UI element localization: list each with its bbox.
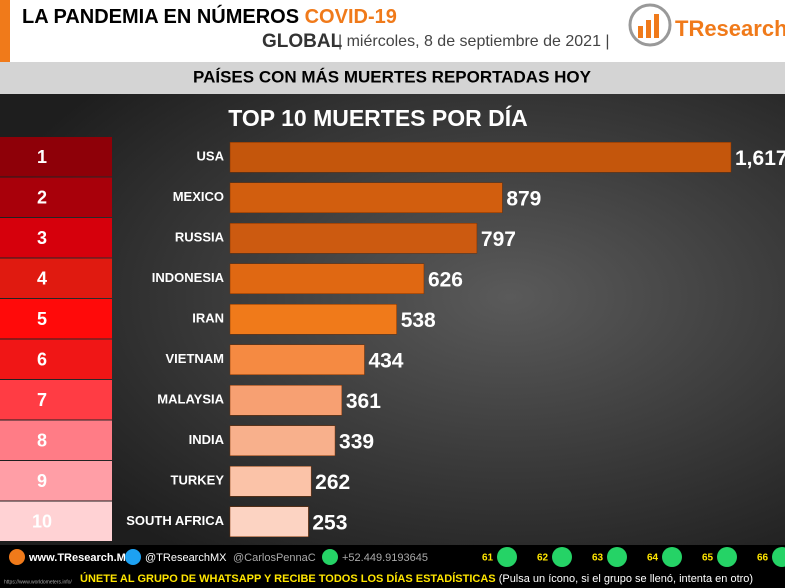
category-label: INDONESIA xyxy=(152,270,225,285)
value-label: 879 xyxy=(506,187,541,210)
groups: 61 62 63 64 65 66 xyxy=(482,547,785,567)
rank: 4 xyxy=(37,269,47,289)
twitter-link[interactable]: @TResearchMX xyxy=(145,552,227,564)
category-label: SOUTH AFRICA xyxy=(126,513,224,528)
rank: 10 xyxy=(32,512,52,532)
phone: +52.449.9193645 xyxy=(342,552,428,564)
value-label: 253 xyxy=(312,511,347,534)
rank: 1 xyxy=(37,147,47,167)
bar xyxy=(229,385,343,416)
rank: 7 xyxy=(37,390,47,410)
logo-icon xyxy=(628,3,672,47)
rank-cell xyxy=(0,420,112,460)
category-label: USA xyxy=(197,149,225,164)
group-number: 65 xyxy=(702,553,714,564)
rank-cell xyxy=(0,461,112,501)
category-label: MALAYSIA xyxy=(157,392,224,407)
group-number: 66 xyxy=(757,553,769,564)
bar xyxy=(229,182,503,213)
value-label: 797 xyxy=(481,228,516,251)
rank-cell xyxy=(0,299,112,339)
bar xyxy=(229,223,478,254)
bar xyxy=(229,506,309,537)
header-title: LA PANDEMIA EN NÚMEROS COVID-19 xyxy=(22,4,397,28)
bar xyxy=(229,263,425,294)
category-label: VIETNAM xyxy=(166,351,225,366)
twitter-icon xyxy=(125,549,141,565)
bar xyxy=(229,142,732,173)
category-label: RUSSIA xyxy=(175,230,225,245)
rank-cell xyxy=(0,258,112,298)
subheader: PAÍSES CON MÁS MUERTES REPORTADAS HOY xyxy=(193,67,592,86)
source: https://www.worldometers.info/ xyxy=(4,579,72,585)
whatsapp-icon[interactable] xyxy=(497,547,517,567)
group-number: 64 xyxy=(647,553,659,564)
category-label: MEXICO xyxy=(173,189,224,204)
group-number: 63 xyxy=(592,553,604,564)
rank-cell xyxy=(0,177,112,217)
value-label: 262 xyxy=(315,471,350,494)
value-label: 339 xyxy=(339,430,374,453)
region: GLOBAL xyxy=(262,31,343,52)
logo-text: TResearch xyxy=(675,16,785,41)
rank: 6 xyxy=(37,350,47,370)
header-accent xyxy=(0,0,10,62)
group-number: 62 xyxy=(537,553,549,564)
phone-icon xyxy=(322,549,338,565)
rank: 2 xyxy=(37,188,47,208)
rank-cell xyxy=(0,380,112,420)
rank: 5 xyxy=(37,309,47,329)
group-number: 61 xyxy=(482,553,494,564)
value-label: 626 xyxy=(428,268,463,291)
twitter-link-2[interactable]: @CarlosPennaC xyxy=(233,552,316,564)
category-label: IRAN xyxy=(192,311,224,326)
value-label: 1,617 xyxy=(735,147,785,170)
bar xyxy=(229,466,312,497)
category-label: INDIA xyxy=(189,432,225,447)
bar xyxy=(229,425,336,456)
value-label: 361 xyxy=(346,390,381,413)
rank: 8 xyxy=(37,431,47,451)
value-label: 434 xyxy=(368,349,403,372)
date: | miércoles, 8 de septiembre de 2021 | xyxy=(338,33,610,50)
rank-cell xyxy=(0,137,112,177)
whatsapp-icon[interactable] xyxy=(607,547,627,567)
web-link[interactable]: www.TResearch.Mx xyxy=(28,552,133,564)
whatsapp-icon[interactable] xyxy=(662,547,682,567)
bar xyxy=(229,304,397,335)
value-label: 538 xyxy=(401,309,436,332)
category-label: TURKEY xyxy=(171,473,225,488)
subheader-bg xyxy=(0,62,785,94)
rank: 9 xyxy=(37,471,47,491)
rank: 3 xyxy=(37,228,47,248)
web-icon xyxy=(9,549,25,565)
whatsapp-icon[interactable] xyxy=(552,547,572,567)
bar xyxy=(229,344,365,375)
chart-title: TOP 10 MUERTES POR DÍA xyxy=(228,104,528,131)
whatsapp-icon[interactable] xyxy=(772,547,785,567)
rank-cell xyxy=(0,218,112,258)
rank-cell xyxy=(0,501,112,541)
rank-cell xyxy=(0,339,112,379)
join-text: ÚNETE AL GRUPO DE WHATSAPP Y RECIBE TODO… xyxy=(80,572,753,585)
whatsapp-icon[interactable] xyxy=(717,547,737,567)
